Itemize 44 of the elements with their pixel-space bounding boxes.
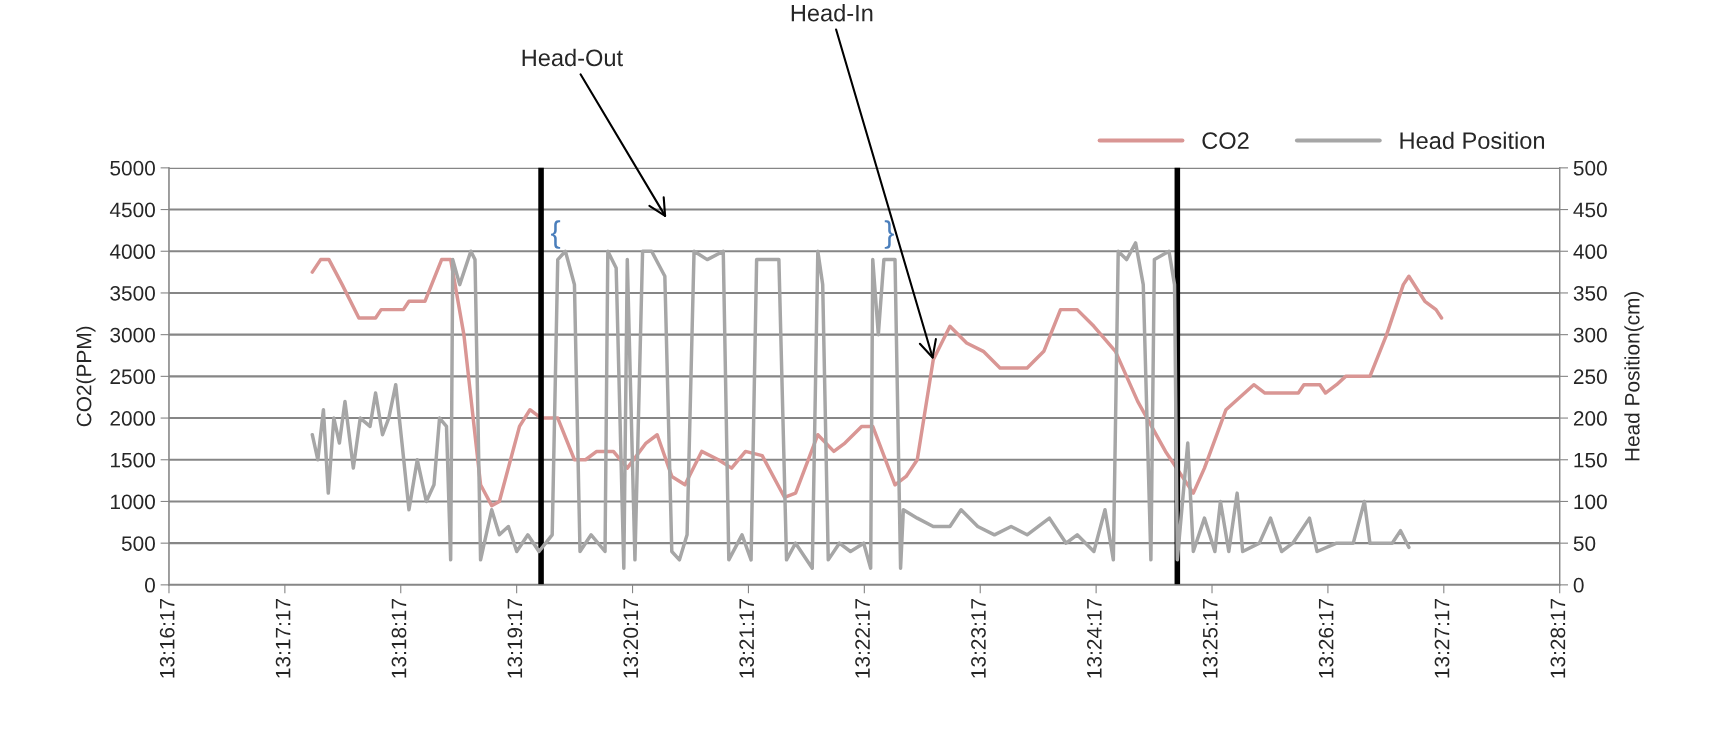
annotation: Head-In — [791, 4, 873, 22]
y-tick-label: 4500 — [109, 202, 155, 218]
y-tick-label: 3500 — [110, 285, 155, 301]
x-tick-label: 13:17:17 — [275, 599, 291, 678]
y2-tick-label: 0 — [1573, 577, 1584, 593]
legend-label: Head Position — [1400, 131, 1545, 150]
y-tick-label: 2500 — [110, 369, 155, 385]
x-tick-label: 13:18:17 — [391, 599, 407, 678]
x-tick-label: 13:20:17 — [623, 599, 639, 678]
y-tick-label: 2000 — [110, 411, 155, 426]
legend-label: CO2 — [1202, 132, 1249, 150]
y-tick-label: 4000 — [109, 244, 155, 260]
x-tick-label: 13:27:17 — [1434, 599, 1450, 678]
y2-tick-label: 200 — [1573, 411, 1607, 426]
y-tick-label: 1000 — [111, 494, 155, 510]
annotation: } — [884, 220, 894, 249]
y2-tick-label: 50 — [1573, 536, 1596, 551]
y2-tick-label: 350 — [1573, 285, 1607, 301]
y-tick-label: 3000 — [110, 327, 155, 343]
y2-tick-label: 450 — [1573, 202, 1607, 218]
y2-tick-label: 400 — [1573, 244, 1607, 260]
x-tick-label: 13:28:17 — [1550, 599, 1566, 678]
x-tick-label: 13:23:17 — [971, 599, 986, 678]
annotation: { — [550, 220, 561, 249]
y-tick-label: 1500 — [111, 452, 155, 468]
x-tick-label: 13:19:17 — [507, 599, 523, 678]
x-tick-label: 13:26:17 — [1318, 599, 1334, 678]
line-series — [310, 257, 1444, 508]
x-tick-label: 13:16:17 — [159, 599, 175, 678]
x-tick-label: 13:24:17 — [1086, 599, 1102, 678]
y-axis-title: CO2(PPM) — [76, 326, 96, 427]
y2-tick-label: 500 — [1573, 160, 1607, 176]
y2-tick-label: 100 — [1574, 494, 1607, 510]
y-tick-label: 500 — [121, 536, 155, 551]
x-tick-label: 13:21:17 — [739, 599, 755, 678]
y2-tick-label: 150 — [1574, 452, 1607, 468]
y-tick-label: 0 — [145, 577, 155, 593]
x-tick-label: 13:22:17 — [855, 599, 870, 678]
y2-tick-label: 300 — [1573, 327, 1607, 343]
text: Head-Out — [522, 48, 623, 67]
y2-axis-title: Head Position(cm) — [1624, 291, 1644, 461]
y2-tick-label: 250 — [1573, 369, 1607, 385]
x-tick-label: 13:25:17 — [1202, 599, 1218, 678]
y-tick-label: 5000 — [110, 160, 155, 176]
